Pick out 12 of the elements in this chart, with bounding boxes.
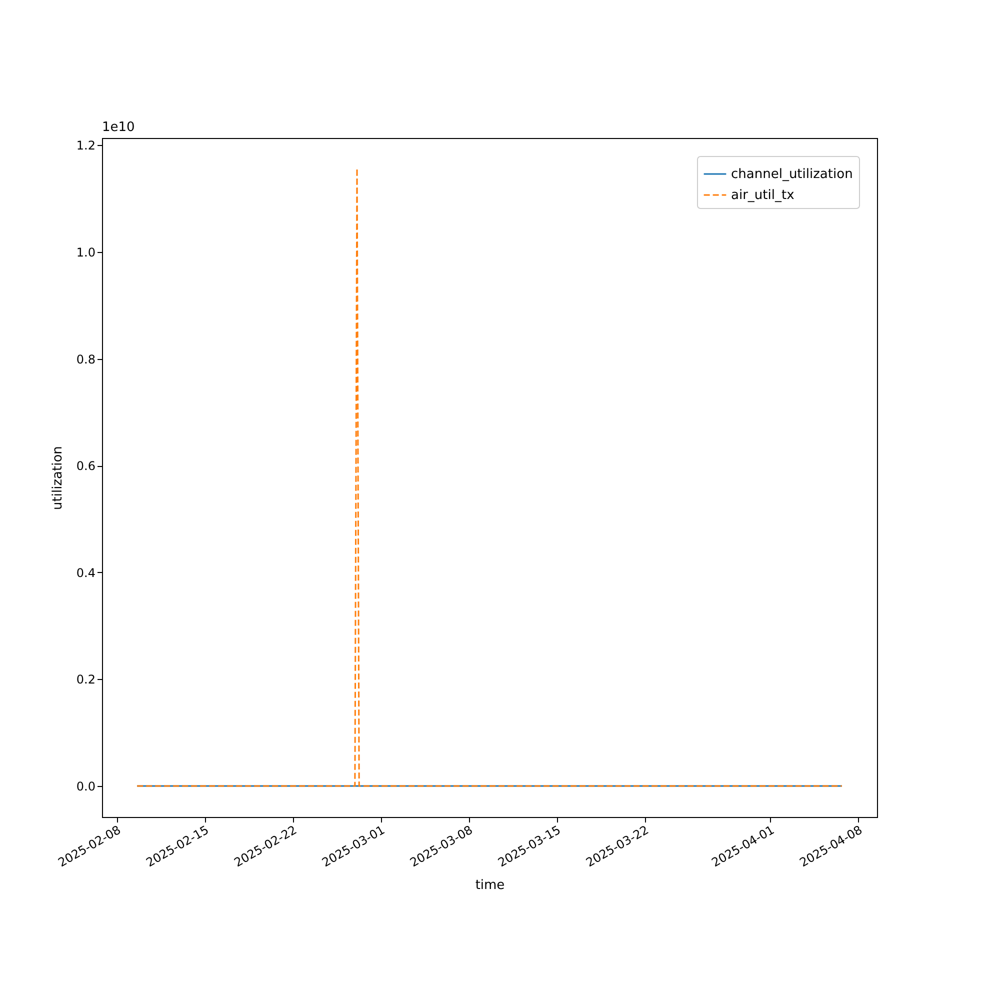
- y-tick-label: 1.2: [76, 138, 96, 153]
- y-tick-label: 0.2: [76, 672, 96, 687]
- text: 1e10: [102, 120, 135, 135]
- y-tick-label: 0.4: [76, 566, 96, 580]
- legend-label: air_util_tx: [731, 188, 795, 203]
- y-tick-label: 1.0: [76, 246, 96, 260]
- y-tick-label: 0.0: [76, 780, 96, 794]
- y-tick-label: 0.8: [76, 352, 96, 366]
- y-axis-title: utilization: [50, 446, 66, 510]
- y-tick-label: 0.6: [76, 459, 96, 474]
- x-axis-title: time: [475, 878, 505, 893]
- legend-label: channel_utilization: [731, 167, 853, 182]
